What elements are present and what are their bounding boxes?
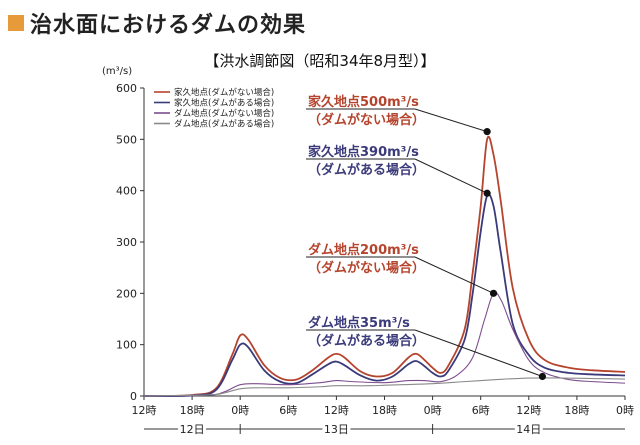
y-tick-label: 100 — [116, 339, 137, 352]
annotation-leader-4 — [414, 329, 543, 377]
day-label: 12日 — [180, 423, 205, 436]
x-tick-label: 0時 — [231, 404, 249, 417]
y-tick-label: 400 — [116, 185, 137, 198]
x-tick-label: 12時 — [132, 404, 157, 417]
day-label-bg — [322, 421, 351, 437]
annotation-label-3: ダム地点200m³/s — [308, 242, 419, 258]
x-tick-label: 12時 — [324, 404, 349, 417]
x-tick-label: 0時 — [424, 404, 442, 417]
annotation-label-4: （ダムがある場合） — [308, 333, 425, 349]
legend-entry-2: 家久地点(ダムがある場合) — [174, 98, 274, 109]
x-tick-label: 12時 — [516, 404, 541, 417]
annotation-leader-2 — [414, 158, 488, 194]
x-tick-label: 18時 — [564, 404, 589, 417]
annotation-point-1 — [483, 128, 491, 136]
day-label-bg — [178, 421, 207, 437]
legend-entry-3: ダム地点(ダムがない場合) — [174, 108, 274, 119]
header-square-icon — [8, 15, 24, 31]
y-tick-label: 200 — [116, 287, 137, 300]
x-tick-label: 6時 — [472, 404, 490, 417]
annotation-label-1: （ダムがない場合） — [308, 112, 425, 128]
chart-title: 【洪水調節図（昭和34年8月型）】 — [204, 52, 436, 70]
day-label-bg — [514, 421, 543, 437]
x-tick-label: 6時 — [279, 404, 297, 417]
x-tick-label: 18時 — [180, 404, 205, 417]
legend-entry-1: 家久地点(ダムがない場合) — [174, 87, 274, 98]
y-tick-label: 300 — [116, 236, 137, 249]
page-header: 治水面におけるダムの効果 — [8, 6, 306, 40]
series-line-2 — [143, 193, 626, 397]
series-line-3 — [143, 291, 626, 397]
y-tick-label: 600 — [116, 82, 137, 95]
annotation-label-1: 家久地点500m³/s — [308, 94, 419, 110]
page-title: 治水面におけるダムの効果 — [30, 13, 307, 38]
x-tick-label: 0時 — [616, 404, 634, 417]
annotation-point-2 — [483, 189, 491, 197]
annotation-point-4 — [538, 372, 547, 381]
day-label: 14日 — [516, 423, 541, 436]
day-label: 13日 — [324, 423, 349, 436]
series-line-1 — [143, 135, 626, 397]
annotation-leader-3 — [414, 256, 494, 294]
annotation-label-4: ダム地点35m³/s — [308, 315, 410, 331]
annotation-leader-1 — [414, 108, 488, 133]
x-tick-label: 18時 — [372, 404, 397, 417]
legend-entry-4: ダム地点(ダムがある場合) — [174, 119, 274, 130]
annotation-point-3 — [489, 289, 498, 297]
y-unit-label: (m³/s) — [102, 66, 132, 77]
y-tick-label: 500 — [116, 133, 137, 146]
annotation-label-3: （ダムがない場合） — [308, 260, 425, 276]
annotation-label-2: 家久地点390m³/s — [308, 144, 419, 160]
series-line-4 — [143, 377, 626, 397]
annotation-label-2: （ダムがある場合） — [308, 162, 425, 178]
y-tick-label: 0 — [130, 390, 137, 403]
